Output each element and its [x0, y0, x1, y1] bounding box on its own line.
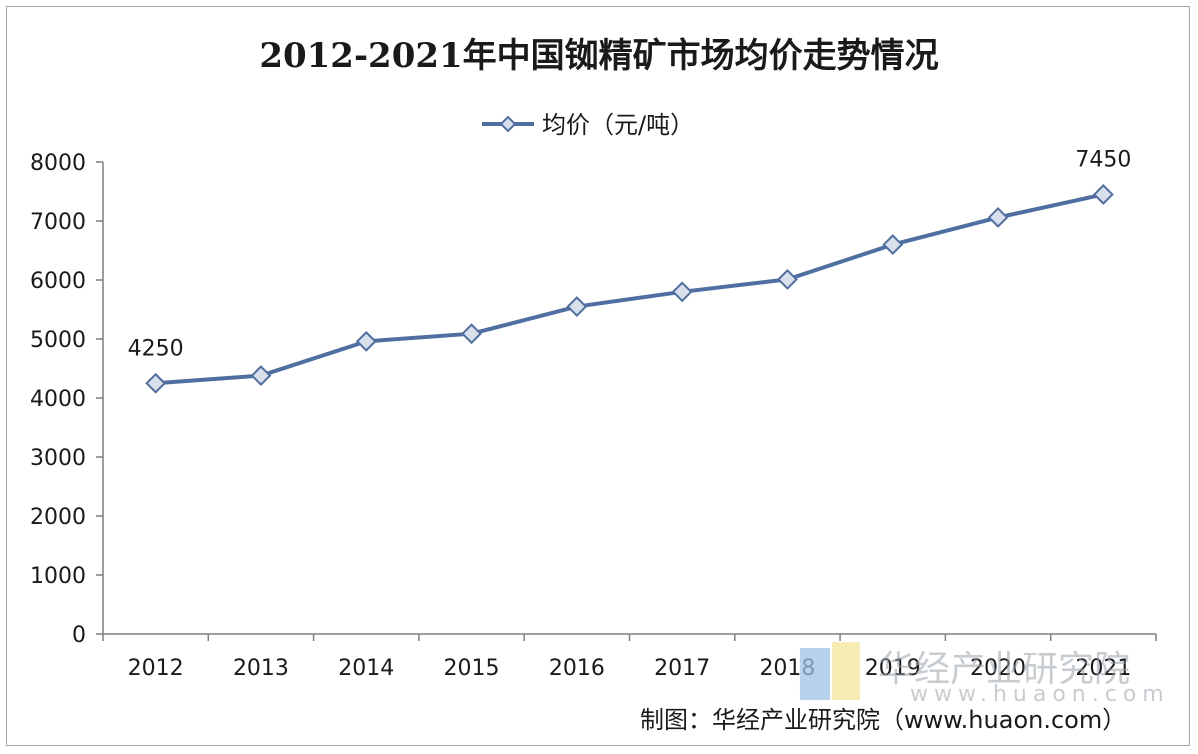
x-tick-label: 2014 — [338, 656, 394, 681]
axes — [102, 162, 1156, 635]
x-tick-label: 2012 — [128, 656, 184, 681]
y-tick-label: 4000 — [30, 387, 86, 412]
y-tick-label: 7000 — [30, 210, 86, 235]
legend-label: 均价（元/吨） — [542, 111, 694, 139]
chart-frame — [6, 6, 1190, 746]
data-label: 7450 — [1075, 147, 1131, 172]
chart-title: 2012-2021年中国铷精矿市场均价走势情况 — [259, 36, 939, 76]
y-tick-label: 8000 — [30, 151, 86, 176]
x-tick-label: 2013 — [233, 656, 289, 681]
data-point — [987, 207, 1009, 228]
data-point — [1092, 184, 1114, 205]
x-tick-label: 2015 — [444, 656, 500, 681]
y-tick-label: 3000 — [30, 446, 86, 471]
y-tick-label: 6000 — [30, 269, 86, 294]
data-point — [145, 372, 167, 394]
x-tick-label: 2018 — [759, 656, 815, 681]
x-tick-label: 2020 — [970, 656, 1026, 681]
x-tick-label: 2021 — [1075, 656, 1131, 681]
y-tick-label: 5000 — [30, 328, 86, 353]
data-point — [566, 296, 588, 317]
y-tick-label: 1000 — [30, 564, 86, 589]
data-label: 4250 — [128, 336, 184, 361]
legend-marker — [499, 115, 517, 133]
data-point — [355, 330, 377, 352]
y-tick-label: 0 — [72, 623, 86, 648]
x-tick-label: 2017 — [654, 656, 710, 681]
plot-area: 4250 7450 — [128, 147, 1131, 394]
data-point — [777, 268, 798, 290]
axis-ticks: 0 1000 2000 3000 4000 5000 6000 7000 8000 2012 201… — [30, 151, 1157, 681]
x-tick-label: 2016 — [549, 656, 605, 681]
series-line — [155, 192, 1104, 386]
source-note: 制图：华经产业研究院（www.huaon.com） — [640, 706, 1127, 734]
y-tick-label: 2000 — [30, 505, 86, 530]
data-point — [882, 234, 904, 256]
x-tick-label: 2019 — [865, 656, 921, 681]
data-point — [671, 281, 693, 303]
legend: 均价（元/吨） — [482, 111, 694, 139]
data-point — [461, 323, 482, 345]
data-point — [250, 365, 272, 386]
